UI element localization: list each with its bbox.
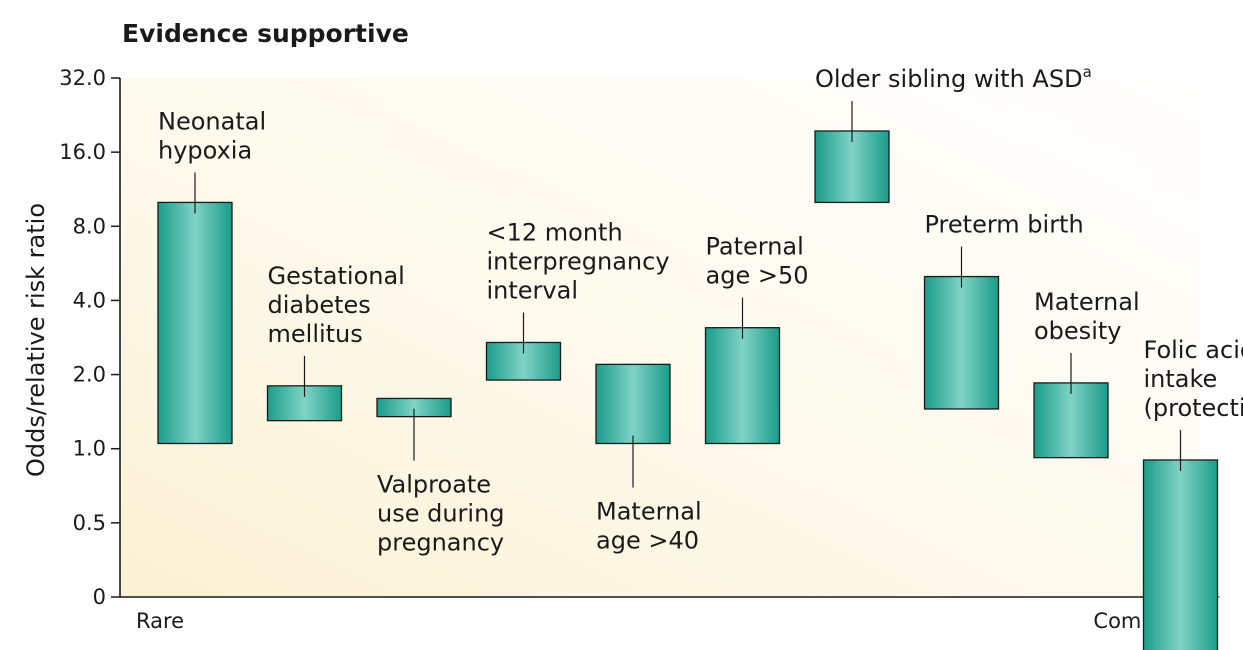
bar-label: Neonatal hypoxia	[158, 107, 266, 164]
bar-group: Older sibling with ASDa	[814, 63, 1092, 204]
bar-group: Preterm birth	[923, 211, 1084, 410]
range-bar	[923, 275, 1000, 410]
bar-label-line: Neonatal	[158, 107, 266, 135]
bar-label-line: Maternal	[596, 497, 702, 525]
x-axis-start-label: Rare	[136, 609, 184, 633]
bar-label: Gestational diabetes mellitus	[268, 262, 405, 348]
y-tick-label: 0.5	[73, 511, 106, 535]
plot-background	[120, 78, 1200, 598]
bar-label-line: <12 month	[487, 218, 623, 246]
bar-group: Gestational diabetes mellitus	[266, 262, 405, 422]
bar-label-line: Valproate	[377, 471, 491, 499]
bar-label: Valproate use during pregnancy	[377, 471, 505, 557]
bar-label: <12 month interpregnancy interval	[487, 218, 670, 304]
bar-label-line: use during	[377, 500, 505, 528]
y-tick-label: 4.0	[73, 288, 106, 312]
range-bar	[814, 130, 890, 204]
bar-label-line: mellitus	[268, 320, 363, 348]
bar-label: Paternal age >50	[706, 233, 809, 290]
bar-group: Maternal age >40	[595, 363, 702, 554]
bar-label: Maternal age >40	[596, 497, 702, 554]
bar-label-line: Paternal	[706, 233, 804, 261]
bar-label: Older sibling with ASDa	[815, 63, 1092, 93]
y-tick-label: 16.0	[59, 140, 106, 164]
y-tick-label: 8.0	[73, 214, 106, 238]
bar-label-line: intake	[1144, 365, 1218, 393]
range-bar	[157, 201, 233, 445]
bar-label-line: pregnancy	[377, 529, 504, 557]
y-tick-label: 1.0	[73, 437, 106, 461]
bar-label-line: Maternal	[1034, 288, 1140, 316]
y-axis-label: Odds/relative risk ratio	[22, 203, 50, 477]
range-bar	[704, 327, 781, 445]
bar-label-line: interval	[487, 276, 579, 304]
y-tick-label: 2.0	[73, 363, 106, 387]
bar-group: Valproate use during pregnancy	[376, 397, 505, 557]
risk-factor-bars: Neonatal hypoxia Gestational diabetes mellit…	[157, 63, 1243, 650]
bar-label: Folic acidintake(protective)	[1144, 336, 1243, 422]
y-tick-label: 32.0	[59, 66, 106, 90]
bar-label-line: (protective)	[1144, 394, 1243, 422]
bar-label-line: diabetes	[268, 291, 371, 319]
chart-title: Evidence supportive	[122, 19, 409, 48]
range-bar	[1033, 382, 1109, 459]
bar-label-line: obesity	[1034, 317, 1121, 345]
y-axis-ticks: 0 0.5 1.0 2.0 4.0 8.0 16.0 32.0	[59, 66, 120, 609]
bar-label-line: hypoxia	[158, 136, 252, 164]
bar-label-line: age >50	[706, 262, 809, 290]
bar-group: Paternal age >50	[704, 233, 809, 445]
bar-label-line: Gestational	[268, 262, 405, 290]
bar-label-line: interpregnancy	[487, 247, 670, 275]
bar-group: <12 month interpregnancy interval	[485, 218, 670, 381]
bar-label-line: Preterm birth	[925, 211, 1084, 239]
bar-group: Neonatal hypoxia	[157, 107, 266, 445]
bar-group: Folic acidintake(protective)	[1142, 336, 1243, 650]
bar-label-line: age >40	[596, 526, 699, 554]
range-bar	[595, 363, 671, 445]
y-tick-label: 0	[93, 585, 106, 609]
range-bar	[1142, 459, 1219, 650]
bar-group: Maternal obesity	[1033, 288, 1140, 459]
bar-label: Maternal obesity	[1034, 288, 1140, 345]
bar-label-superscript: a	[1083, 63, 1092, 81]
bar-label-line: Older sibling with ASD	[815, 65, 1083, 93]
bar-label: Preterm birth	[925, 211, 1084, 239]
bar-label-line: Folic acid	[1144, 336, 1243, 364]
